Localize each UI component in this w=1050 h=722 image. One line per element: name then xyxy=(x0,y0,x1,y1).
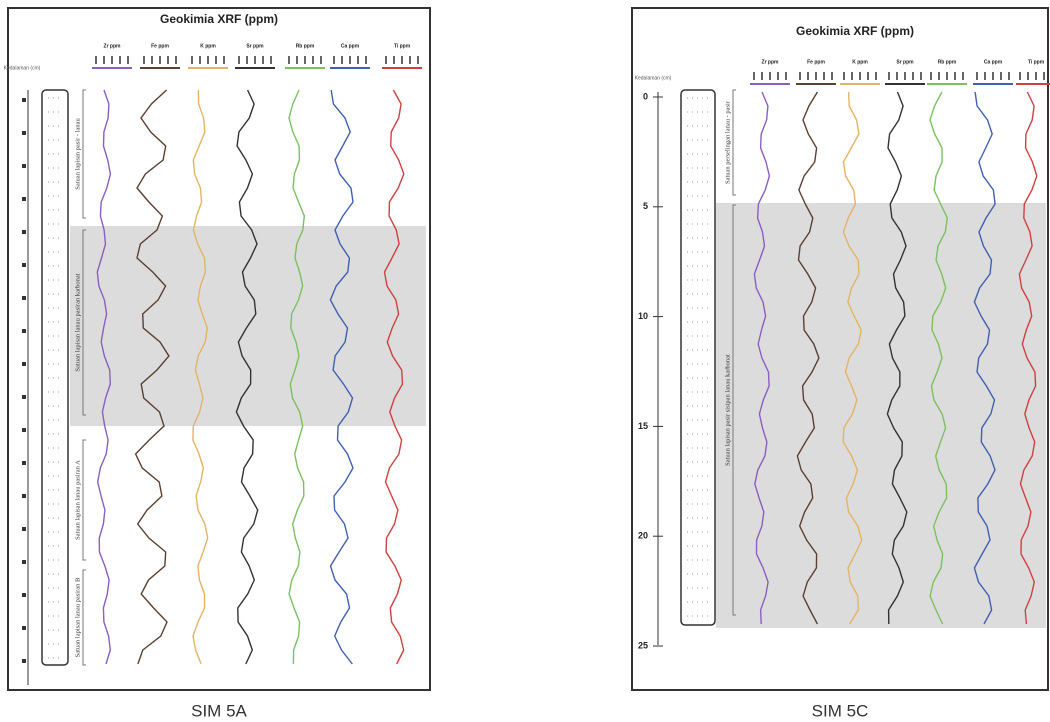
depth-tick xyxy=(22,263,26,267)
column-header: Rb ppm xyxy=(938,59,957,65)
depth-tick xyxy=(22,461,26,465)
depth-tick xyxy=(22,329,26,333)
depth-tick xyxy=(22,428,26,432)
depth-tick xyxy=(22,362,26,366)
column-header: Fe ppm xyxy=(151,43,169,49)
depth-tick xyxy=(22,395,26,399)
unit-label: Satuan lapisan pasir - lanau xyxy=(74,118,81,190)
depth-axis-label: Kedalaman (cm) xyxy=(4,65,41,71)
column-header: Fe ppm xyxy=(807,59,825,65)
column-header: Ca ppm xyxy=(341,43,360,49)
depth-tick xyxy=(22,164,26,168)
depth-tick xyxy=(22,560,26,564)
depth-tick xyxy=(22,131,26,135)
depth-tick-label: 20 xyxy=(638,531,648,541)
unit-label: Satuan lapisan lanau pasiran B xyxy=(74,577,81,657)
panel-title: Geokimia XRF (ppm) xyxy=(160,12,278,26)
depth-tick-label: 10 xyxy=(638,311,648,321)
depth-tick-label: 5 xyxy=(643,201,648,211)
depth-tick xyxy=(22,659,26,663)
depth-tick-label: 25 xyxy=(638,640,648,650)
unit-label: Satuan lapisan lanau pasiran karbonat xyxy=(74,273,81,371)
depth-tick xyxy=(22,593,26,597)
core-log xyxy=(681,90,715,625)
core-log xyxy=(42,90,68,665)
unit-label: Satuan perselingan lanau - pasir xyxy=(724,100,731,184)
page: {"panels": [ {"title": "Geokimia XRF (pp… xyxy=(0,0,1050,722)
column-header: Rb ppm xyxy=(296,43,315,49)
figure: Geokimia XRF (ppm) Kedalaman (cm) SIM 5A Zr… xyxy=(0,0,1050,722)
panel-title: Geokimia XRF (ppm) xyxy=(796,24,914,38)
depth-tick xyxy=(22,296,26,300)
unit-label: Satuan lapisan pasir sisipan lanau karbo… xyxy=(724,354,731,466)
column-header: Ca ppm xyxy=(984,59,1003,65)
column-header: K ppm xyxy=(200,43,216,49)
depth-tick xyxy=(22,527,26,531)
column-header: Ti ppm xyxy=(394,43,411,49)
column-header: Sr ppm xyxy=(896,59,914,65)
caption: SIM 5C xyxy=(812,701,869,720)
unit-label: Satuan lapisan lanau pasiran A xyxy=(74,460,81,540)
column-header: Zr ppm xyxy=(762,59,779,65)
column-header: Zr ppm xyxy=(104,43,121,49)
column-header: Ti ppm xyxy=(1028,59,1045,65)
depth-tick xyxy=(22,230,26,234)
depth-tick xyxy=(22,197,26,201)
caption: SIM 5A xyxy=(191,701,247,720)
depth-tick xyxy=(22,494,26,498)
column-header: K ppm xyxy=(852,59,868,65)
depth-tick-label: 0 xyxy=(643,91,648,101)
depth-tick-label: 15 xyxy=(638,421,648,431)
column-header: Sr ppm xyxy=(246,43,264,49)
depth-tick xyxy=(22,98,26,102)
shaded-band xyxy=(716,203,1046,628)
depth-tick xyxy=(22,626,26,630)
depth-axis-label: Kedalaman (cm) xyxy=(635,75,672,81)
